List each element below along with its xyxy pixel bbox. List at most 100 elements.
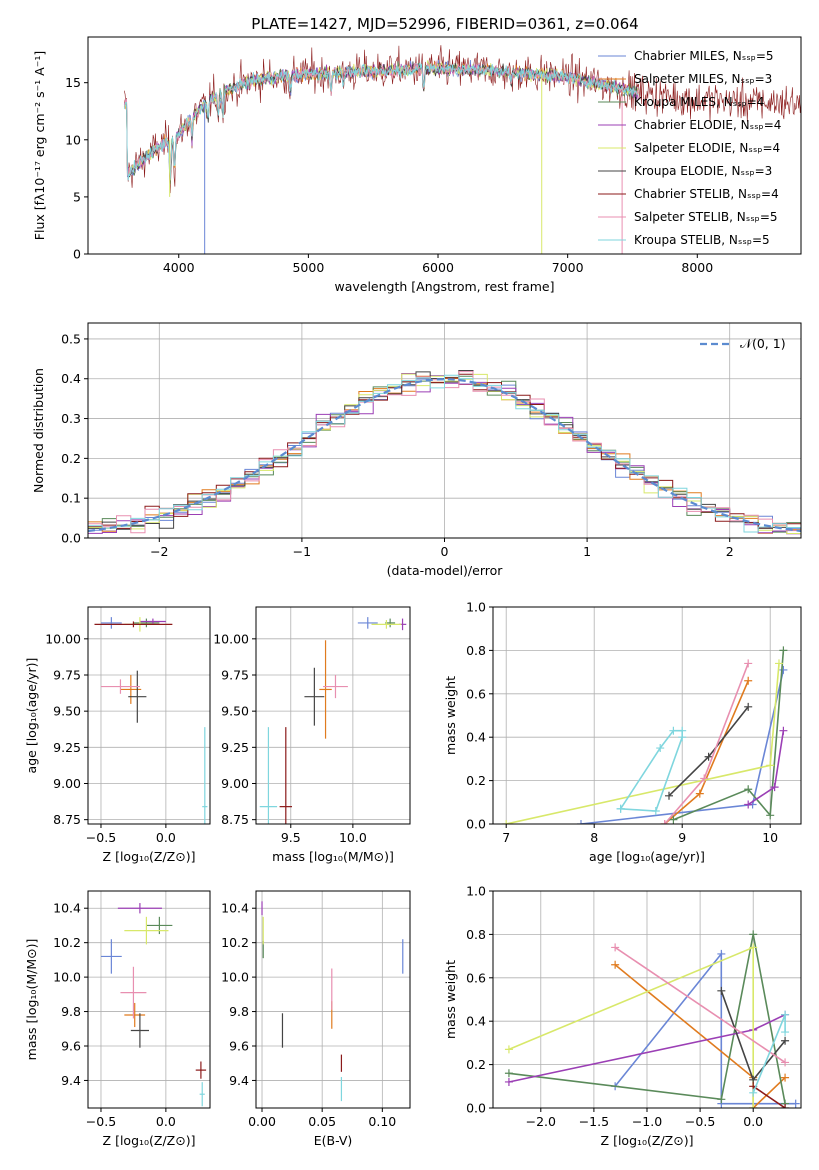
legend-entry: Kroupa STELIB, Nₛₛₚ=5 [634,233,770,247]
y-tick-label: 10.00 [45,631,81,646]
axes-frame [87,606,211,825]
weight-marker [781,1058,790,1067]
y-tick-label: 0.4 [466,730,486,745]
data-point [117,903,162,914]
data-point [130,1013,149,1048]
y-tick-label: 10.2 [221,935,249,950]
weight-marker [504,1069,513,1078]
y-tick-label: 0.2 [466,773,486,788]
spectrum-line [123,60,639,179]
y-tick-label: 8.75 [53,812,81,827]
plot-area [88,370,801,538]
data-point [357,617,378,629]
data-point [100,679,140,694]
axes-frame [255,606,411,825]
y-tick-label: 0.4 [61,371,81,386]
y-tick-label: 0.3 [61,411,81,426]
plot-area [261,901,404,1102]
spectrum-line [124,45,801,194]
y-tick-label: 15 [65,75,81,90]
weight-marker [775,659,783,668]
y-tick-label: 0.2 [61,451,81,466]
x-tick-label: 9.5 [281,830,301,845]
x-tick-label: −2 [150,544,168,559]
x-tick-label: 4000 [163,260,195,275]
legend-entry: Salpeter MILES, Nₛₛₚ=3 [634,72,772,86]
x-tick-label: 0.00 [248,1114,276,1129]
weight-marker [749,930,758,939]
x-tick-label: 2 [726,544,734,559]
x-axis-label: mass [log₁₀(M/M⊙)] [272,849,394,864]
weight-marker [669,726,678,735]
weight-marker [749,1104,758,1108]
legend-entry: Chabrier ELODIE, Nₛₛₚ=4 [634,118,781,132]
weight-marker [504,1045,513,1054]
weight-marker [611,943,620,952]
y-tick-label: 9.75 [221,667,249,682]
y-axis-label: mass weight [443,960,458,1039]
y-tick-label: 9.00 [53,776,81,791]
axes-frame [87,36,802,255]
axes-frame [87,890,211,1109]
y-tick-label: 0.8 [466,927,486,942]
plot-area [259,617,407,824]
y-tick-label: 0.4 [466,1014,486,1029]
x-tick-label: −0.5 [86,830,116,845]
weight-marker [779,726,788,735]
weight-marker [616,804,625,813]
y-tick-label: 0.0 [466,1101,486,1116]
x-tick-label: −1.0 [632,1114,662,1129]
data-point [279,727,293,824]
weight-marker [781,1036,790,1045]
data-point [202,727,208,824]
weight-marker [717,1095,726,1104]
data-point [124,916,169,945]
y-tick-label: 9.8 [229,1004,249,1019]
data-point [323,674,348,699]
data-point [371,620,402,629]
y-tick-label: 10.4 [53,901,81,916]
residual-histogram [88,373,801,538]
data-point [146,916,173,935]
weight-series-line [614,946,786,1064]
weight-series-line [614,951,796,1105]
data-point [139,618,166,625]
x-axis-label: Z [log₁₀(Z/Z⊙)] [601,1133,694,1148]
x-axis-label: E(B-V) [314,1133,353,1148]
x-tick-label: 0.05 [308,1114,336,1129]
weight-marker [502,820,511,824]
x-tick-label: −1.5 [579,1114,609,1129]
x-axis-label: Z [log₁₀(Z/Z⊙)] [103,1133,196,1148]
x-tick-label: 0.0 [743,1114,763,1129]
y-axis-label: Flux [fλ10⁻¹⁷ erg cm⁻² s⁻¹ A⁻¹] [32,51,47,240]
mass-vs-ebv-panel: 0.00 0.05 0.10 9.4 9.6 9.8 10.0 10.2 10.4 E(B-V) [221,890,411,1148]
x-axis-label: Z [log₁₀(Z/Z⊙)] [103,849,196,864]
age-vs-mass-panel: 9.5 10.0 8.75 9.00 9.25 9.50 9.75 10.00 mass [lo… [213,606,411,864]
y-axis-label: age [log₁₀(age/yr)] [24,658,39,774]
mass-weight-vs-age-panel: 7 8 9 10 0.0 0.2 0.4 0.6 0.8 1.0 age [log₁₀(age/yr… [443,600,802,864]
x-tick-label: 8 [590,830,598,845]
y-tick-label: 0.8 [466,643,486,658]
weight-marker [744,785,753,794]
data-point [319,640,332,739]
weight-marker [781,1010,790,1019]
data-point [124,1002,146,1028]
x-tick-label: 0.0 [156,1114,176,1129]
y-tick-label: 10.2 [53,935,81,950]
axes-frame [492,606,802,825]
weight-marker [577,820,585,824]
y-tick-label: 10.4 [221,901,249,916]
data-point [195,1061,207,1079]
weight-marker [656,744,665,753]
weight-marker [669,815,678,824]
weight-series-line [619,729,684,812]
y-tick-label: 10.0 [53,970,81,985]
y-tick-label: 9.25 [221,740,249,755]
y-tick-label: 0.0 [466,817,486,832]
residuals-panel: −2 −1 0 1 2 0.0 0.1 0.2 0.3 0.4 0.5 (data-model)/er… [31,322,802,578]
y-tick-label: 9.00 [221,776,249,791]
y-tick-label: 10 [65,132,81,147]
y-tick-label: 0.6 [466,970,486,985]
y-tick-label: 9.4 [61,1073,81,1088]
spectrum-panel: 4000 5000 6000 7000 8000 0 5 10 15 wavelength [An… [32,36,802,294]
